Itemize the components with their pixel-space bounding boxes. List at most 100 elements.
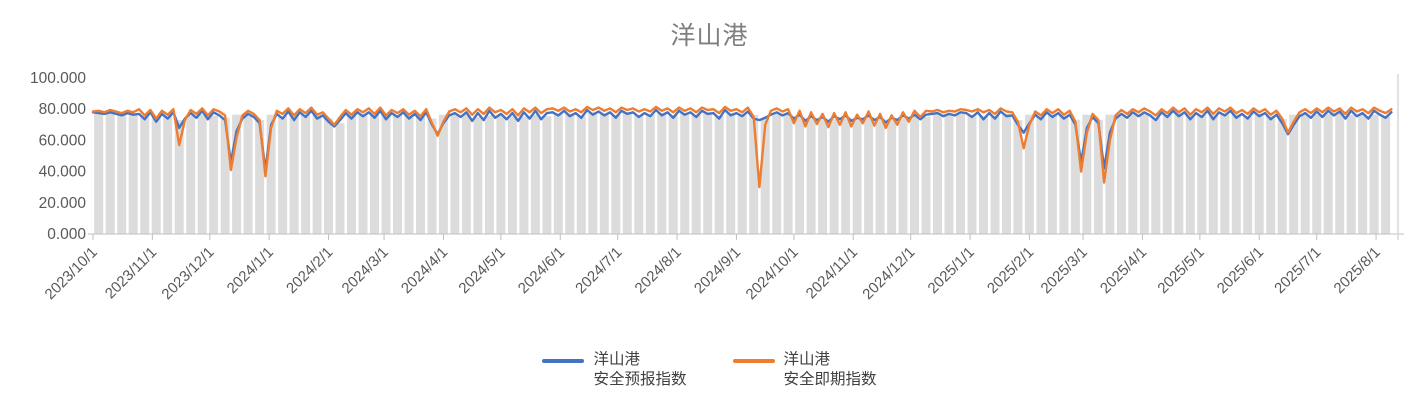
background-bar <box>1381 116 1391 234</box>
background-bar <box>576 115 586 234</box>
background-bar <box>220 117 230 234</box>
background-bar <box>1243 116 1253 234</box>
background-bar <box>749 115 759 234</box>
x-axis-label: 2024/10/1 <box>743 244 802 303</box>
background-bar <box>1024 114 1034 234</box>
background-bar <box>1289 114 1299 234</box>
x-axis-label: 2025/5/1 <box>1154 244 1207 297</box>
background-bar <box>438 114 448 234</box>
background-bar <box>1036 117 1046 234</box>
background-bar <box>1082 114 1092 234</box>
background-bar <box>818 118 828 234</box>
background-bar <box>186 115 196 234</box>
background-bar <box>1116 116 1126 234</box>
background-bar <box>266 114 276 234</box>
background-bar <box>703 112 713 234</box>
x-axis-label: 2024/6/1 <box>515 244 568 297</box>
x-axis-label: 2024/1/1 <box>224 244 277 297</box>
background-bar <box>542 116 552 234</box>
background-bar <box>174 120 184 234</box>
background-bar <box>772 113 782 234</box>
x-axis-label: 2024/7/1 <box>572 244 625 297</box>
background-bar <box>151 117 161 234</box>
background-bar <box>358 114 368 234</box>
background-bar <box>243 116 253 234</box>
background-bar <box>519 116 529 234</box>
background-bar <box>1059 115 1069 234</box>
background-bar <box>1174 113 1184 234</box>
background-bar <box>335 123 345 234</box>
x-axis-label: 2025/4/1 <box>1097 244 1150 297</box>
y-axis-label: 80.000 <box>39 101 87 118</box>
background-bar <box>1047 114 1057 234</box>
background-bar <box>1346 114 1356 234</box>
background-bar <box>393 115 402 234</box>
background-bar <box>910 116 919 234</box>
background-bar <box>1128 115 1138 234</box>
x-axis-label: 2024/8/1 <box>632 244 685 297</box>
background-bar <box>1254 113 1264 234</box>
background-bar <box>887 120 897 234</box>
y-axis-label: 0.000 <box>47 226 86 243</box>
x-axis-label: 2024/5/1 <box>455 244 508 297</box>
background-bar <box>1070 119 1080 234</box>
x-axis-label: 2025/3/1 <box>1038 244 1091 297</box>
x-axis-label: 2023/12/1 <box>158 244 217 303</box>
background-bar <box>1185 115 1195 234</box>
background-bar <box>461 114 471 234</box>
background-bar <box>622 112 632 234</box>
x-axis-label: 2025/2/1 <box>984 244 1037 297</box>
background-bar <box>496 115 506 234</box>
background-bar <box>255 120 265 234</box>
background-bar <box>680 112 690 234</box>
x-axis-label: 2025/6/1 <box>1214 244 1267 297</box>
background-bar <box>634 114 644 234</box>
x-axis-label: 2025/7/1 <box>1271 244 1324 297</box>
chart-legend: 洋山港 安全预报指数 洋山港 安全即期指数 <box>0 350 1419 390</box>
background-bar <box>117 114 127 234</box>
background-bar <box>232 114 242 234</box>
background-bar <box>197 114 207 234</box>
background-bar <box>599 113 609 234</box>
background-bar <box>795 116 805 234</box>
y-axis-label: 20.000 <box>39 195 87 212</box>
background-bar <box>611 115 621 234</box>
background-bar <box>94 112 104 234</box>
background-bar <box>1105 114 1115 234</box>
background-bar <box>1093 120 1103 234</box>
background-bar <box>737 114 747 234</box>
background-bar <box>657 112 667 234</box>
background-bar <box>105 113 115 234</box>
background-bar <box>1220 113 1230 234</box>
background-bar <box>852 119 862 234</box>
y-axis-label: 60.000 <box>39 132 87 149</box>
background-bar <box>1208 115 1218 234</box>
background-bar <box>1197 115 1207 234</box>
x-axis-label: 2024/12/1 <box>859 244 918 303</box>
x-axis-label: 2024/11/1 <box>803 244 861 302</box>
background-bar <box>312 114 322 234</box>
x-axis-label: 2024/4/1 <box>398 244 451 297</box>
background-bar <box>979 115 988 234</box>
background-bar <box>726 112 736 234</box>
background-bar <box>898 117 908 234</box>
legend-item-forecast[interactable]: 洋山港 安全预报指数 <box>542 350 687 390</box>
background-bar <box>1323 113 1333 234</box>
background-bar <box>1277 119 1287 234</box>
background-bar <box>289 115 299 234</box>
y-axis-label: 40.000 <box>39 164 87 181</box>
legend-item-spot[interactable]: 洋山港 安全即期指数 <box>732 350 877 390</box>
x-axis-label: 2025/1/1 <box>925 244 978 297</box>
background-bar <box>381 115 391 234</box>
background-bar <box>921 117 931 234</box>
background-bar <box>1231 114 1241 234</box>
series-line-forecast <box>91 108 1393 172</box>
background-bar <box>944 115 954 234</box>
background-bar <box>427 118 437 234</box>
background-bar <box>347 115 356 234</box>
background-bar <box>553 113 563 234</box>
background-bar <box>278 116 288 234</box>
chart-title: 洋山港 <box>670 22 749 50</box>
background-bar <box>163 116 173 234</box>
